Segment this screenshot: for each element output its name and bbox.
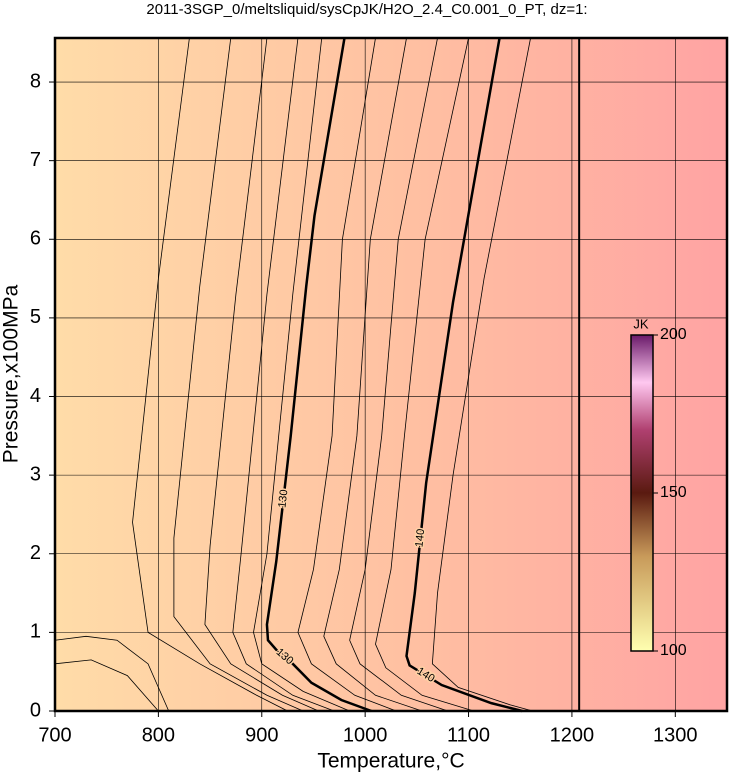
x-tick-label: 1300: [653, 724, 698, 746]
contour-line: [297, 37, 397, 712]
x-tick-label: 700: [38, 724, 71, 746]
y-tick-label: 4: [30, 385, 41, 407]
labeled-contour: [405, 37, 523, 713]
labeled-contour: [265, 37, 372, 713]
contour-line: [132, 37, 288, 712]
y-tick-label: 1: [30, 621, 41, 643]
plot-background: [55, 38, 727, 711]
contour-line: [349, 37, 448, 712]
contour-label: 130: [276, 489, 290, 509]
x-tick-label: 800: [142, 724, 175, 746]
y-tick-label: 2: [30, 542, 41, 564]
y-tick-label: 6: [30, 228, 41, 250]
y-axis-label: Pressure,x100MPa: [0, 284, 23, 463]
x-tick-label: 1200: [550, 724, 595, 746]
colorbar: [630, 334, 654, 652]
x-tick-label: 900: [245, 724, 278, 746]
colorbar-tick-label: 100: [660, 642, 687, 659]
contour-line: [375, 37, 474, 712]
contour-line: [253, 37, 350, 712]
y-tick-label: 3: [30, 463, 41, 485]
contour-label: 140: [413, 528, 427, 547]
contour-line: [54, 659, 159, 712]
x-tick-label: 1000: [343, 724, 388, 746]
y-tick-label: 0: [30, 699, 41, 721]
colorbar-tick-label: 200: [660, 326, 687, 343]
plot-frame: [53, 36, 729, 713]
colorbar-label: JK: [633, 316, 649, 331]
y-tick-label: 5: [30, 306, 41, 328]
colorbar-tick-label: 150: [660, 484, 687, 501]
contour-line: [54, 635, 170, 712]
x-tick-label: 1100: [447, 724, 490, 746]
contour-line: [232, 37, 335, 712]
x-axis-label: Temperature,°C: [317, 750, 464, 773]
contour-line: [173, 37, 304, 712]
y-tick-label: 8: [30, 70, 41, 92]
contour-line: [204, 37, 319, 712]
y-tick-label: 7: [30, 149, 41, 171]
contour-line: [431, 37, 533, 712]
chart-title: 2011-3SGP_0/meltsliquid/sysCpJK/H2O_2.4_…: [146, 1, 587, 18]
contour-line: [323, 37, 423, 712]
